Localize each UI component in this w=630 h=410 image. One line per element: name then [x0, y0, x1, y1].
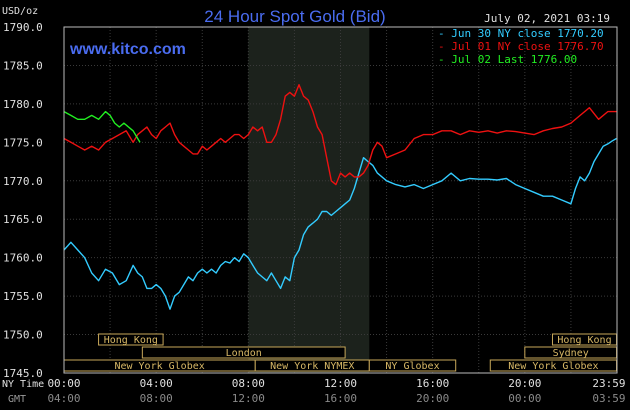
- y-tick-label: 1750.0: [3, 329, 43, 342]
- y-tick-label: 1765.0: [3, 213, 43, 226]
- session-label: NY Globex: [385, 361, 439, 372]
- x-tick-label-gmt: 03:59: [592, 392, 625, 405]
- y-tick-label: 1790.0: [3, 21, 43, 34]
- session-label: London: [226, 348, 262, 359]
- watermark-url: www.kitco.com: [69, 41, 186, 58]
- x-tick-label-gmt: 12:00: [232, 392, 265, 405]
- x-tick-label-gmt: 08:00: [140, 392, 173, 405]
- shaded-region: [248, 27, 370, 373]
- series-line-2: [63, 84, 617, 186]
- gmt-row-label: GMT: [8, 394, 26, 405]
- x-tick-label-ny: 23:59: [592, 377, 625, 390]
- session-label: Hong Kong: [104, 335, 158, 346]
- series-line-1: [63, 137, 617, 310]
- plot-frame: [63, 26, 618, 374]
- x-tick-label-ny: 12:00: [324, 377, 357, 390]
- session-bar: [141, 346, 346, 359]
- session-label: New York Globex: [114, 361, 204, 372]
- y-axis-unit-label: USD/oz: [2, 6, 38, 17]
- y-tick-label: 1770.0: [3, 175, 43, 188]
- legend: - Jun 30 NY close 1770.20- Jul 01 NY clo…: [438, 27, 604, 66]
- y-tick-label: 1760.0: [3, 252, 43, 265]
- x-tick-label-ny: 04:00: [140, 377, 173, 390]
- y-tick-label: 1775.0: [3, 136, 43, 149]
- x-tick-label-gmt: 20:00: [416, 392, 449, 405]
- axes: 1790.0 1785.0 1780.0 1775.0 1770.0 1765.0 1760…: [3, 21, 626, 405]
- x-tick-label-gmt: 16:00: [324, 392, 357, 405]
- legend-entry: - Jul 02 Last 1776.00: [438, 53, 577, 66]
- x-tick-label-ny: 00:00: [47, 377, 80, 390]
- y-tick-label: 1755.0: [3, 290, 43, 303]
- ny-time-row-label: NY Time: [2, 379, 44, 390]
- y-tick-label: 1780.0: [3, 98, 43, 111]
- session-label: Hong Kong: [557, 335, 611, 346]
- x-tick-label-ny: 16:00: [416, 377, 449, 390]
- series-line-3: [63, 110, 141, 143]
- session-label: Sydney: [553, 348, 589, 359]
- y-tick-label: 1745.0: [3, 367, 43, 380]
- y-tick-label: 1785.0: [3, 59, 43, 72]
- chart-title: 24 Hour Spot Gold (Bid): [204, 7, 385, 26]
- x-tick-label-ny: 20:00: [508, 377, 541, 390]
- series-layer: [63, 84, 617, 310]
- session-label: New York NYMEX: [270, 361, 354, 372]
- shaded-session-region: [248, 27, 370, 373]
- session-label: New York Globex: [508, 361, 598, 372]
- x-tick-label-gmt: 04:00: [47, 392, 80, 405]
- x-tick-label-ny: 08:00: [232, 377, 265, 390]
- date-stamp: July 02, 2021 03:19: [484, 12, 610, 25]
- session-bar: [98, 333, 164, 346]
- legend-entry: - Jun 30 NY close 1770.20: [438, 27, 604, 40]
- session-bars: Hong Kong Hong Kong London Sydney New York G…: [63, 333, 618, 372]
- x-tick-label-gmt: 00:00: [508, 392, 541, 405]
- session-bar: [368, 359, 457, 372]
- legend-entry: - Jul 01 NY close 1776.70: [438, 40, 604, 53]
